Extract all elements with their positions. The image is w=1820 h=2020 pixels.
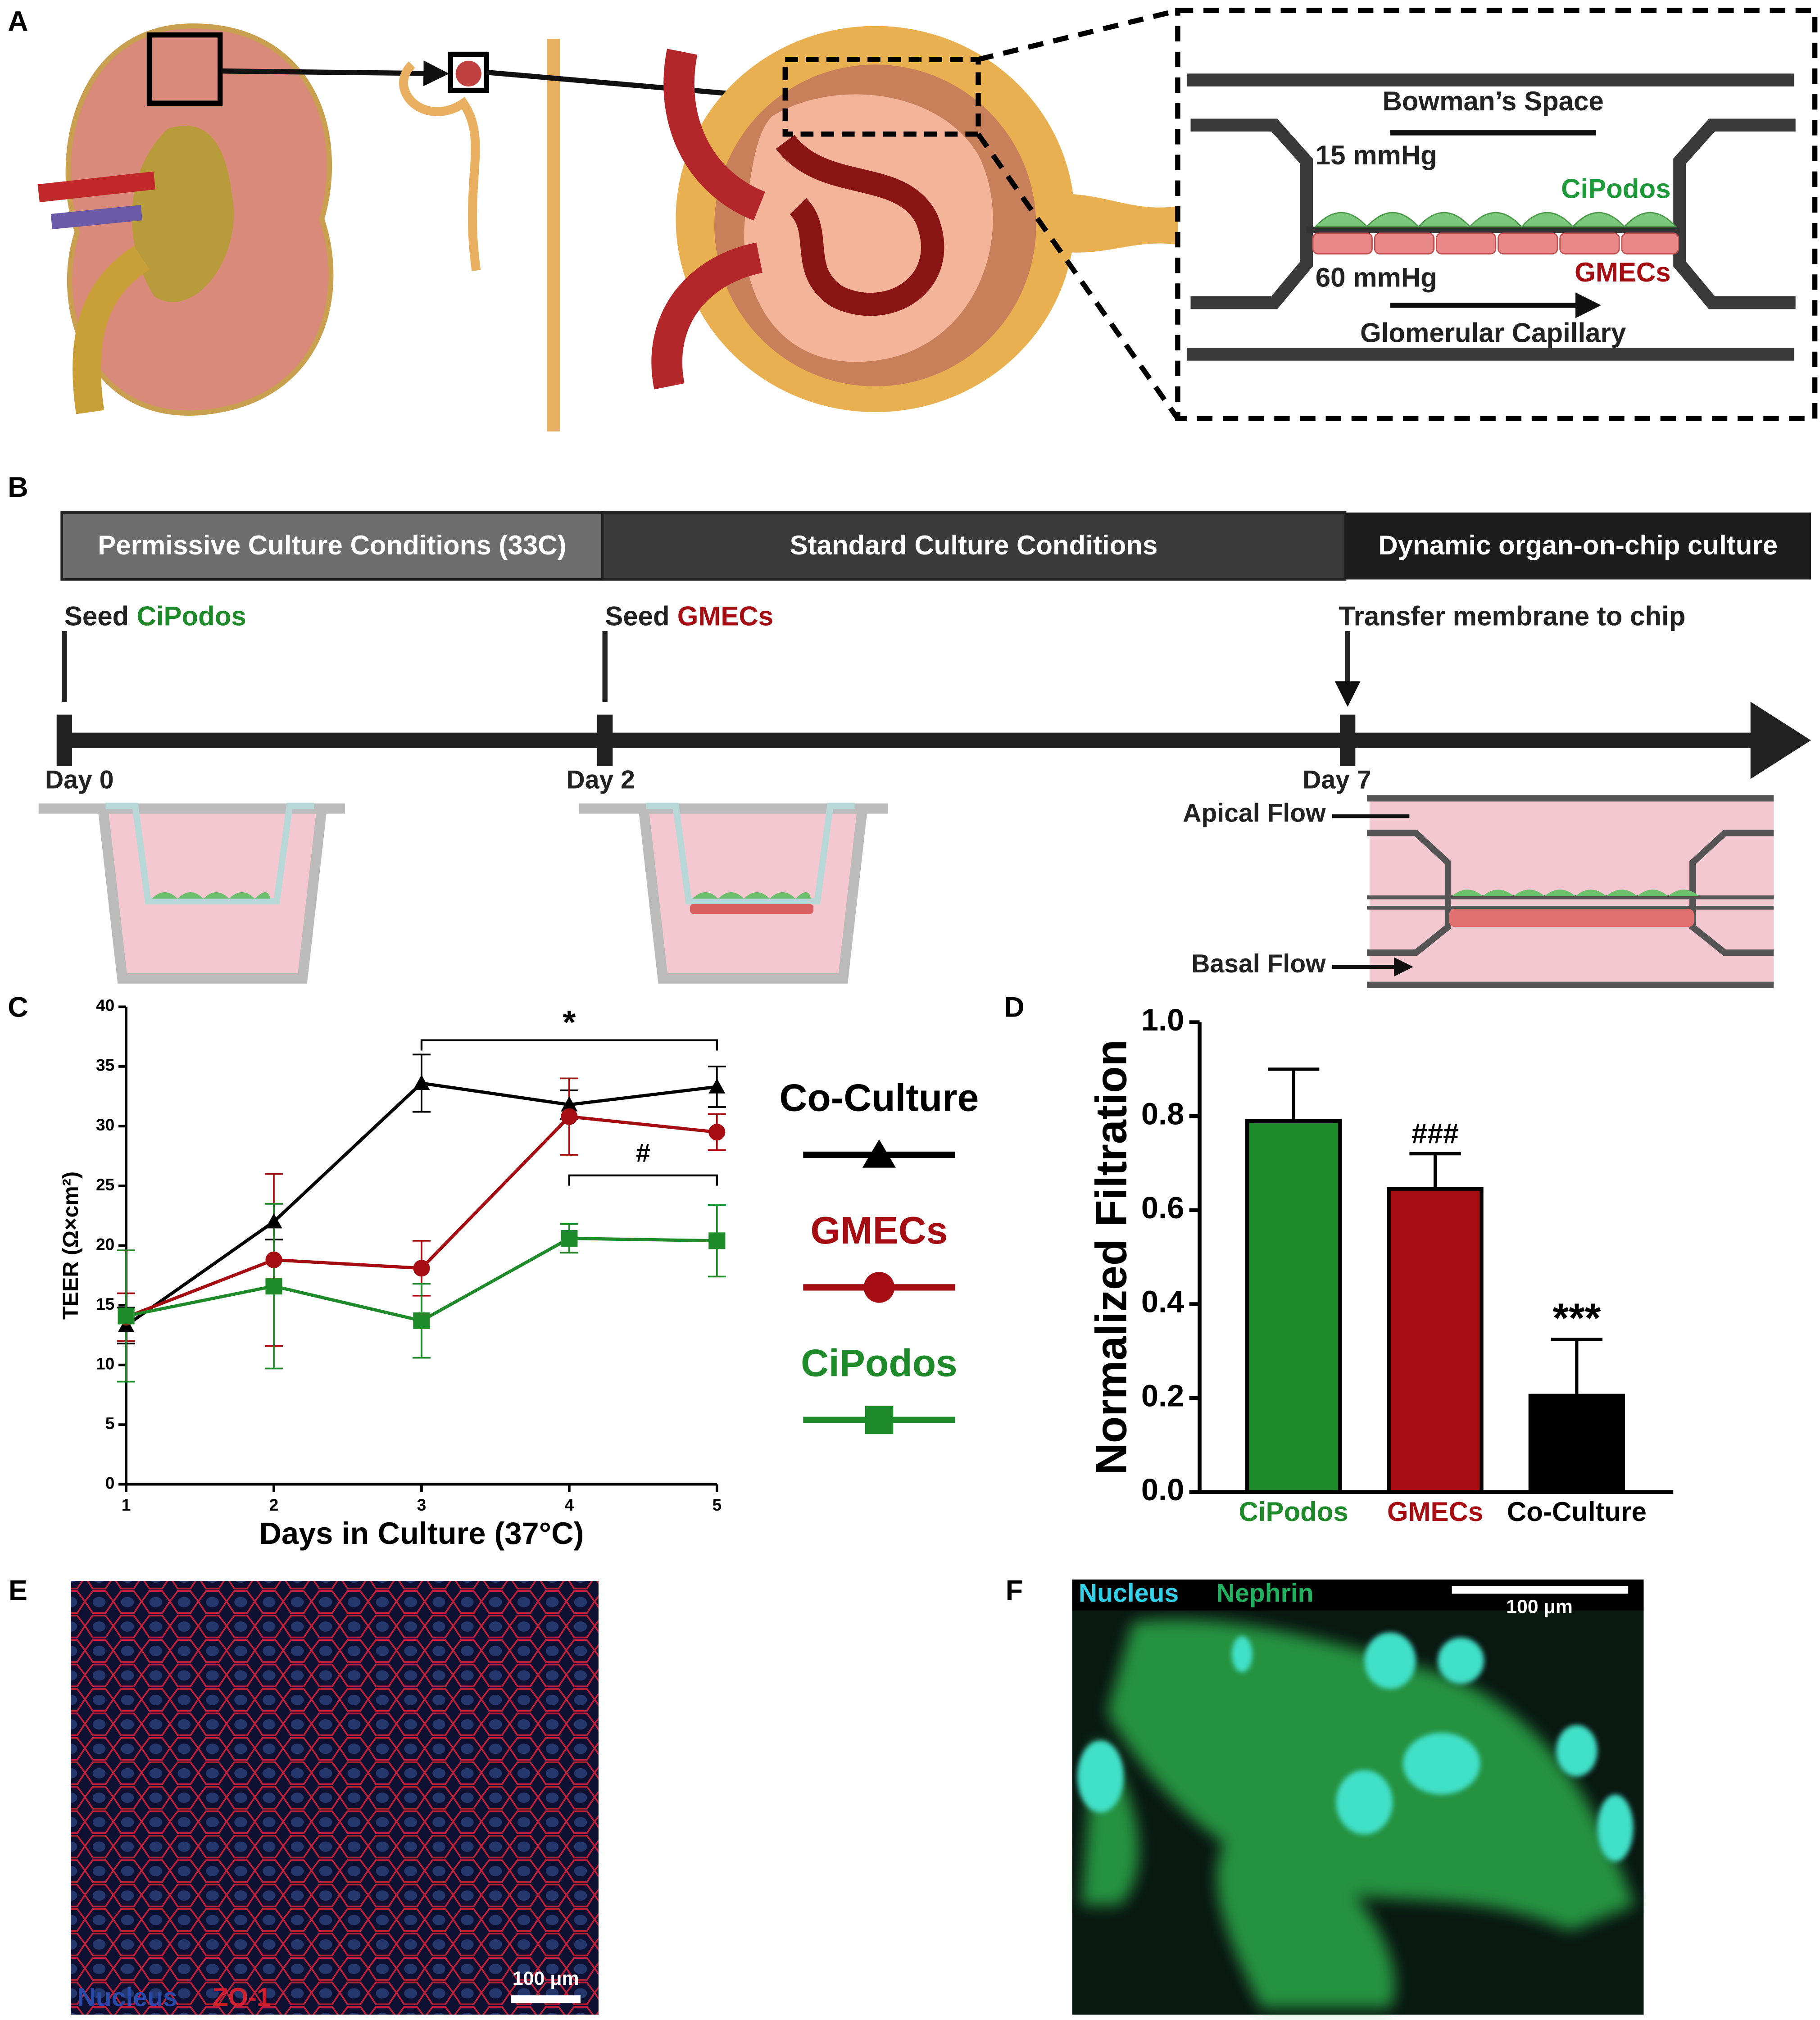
x-tick-label: CiPodos xyxy=(1239,1497,1348,1527)
x-tick-label: 2 xyxy=(269,1495,279,1514)
significance-bracket xyxy=(568,1174,718,1186)
event-cell: CiPodos xyxy=(136,601,246,631)
flow-label: Apical Flow xyxy=(1183,799,1326,828)
x-tick-label: 1 xyxy=(122,1495,131,1514)
phase-label: Permissive Culture Conditions (33C) xyxy=(98,530,566,560)
annotation: # xyxy=(636,1139,650,1167)
event-prefix: Seed xyxy=(605,601,669,631)
y-axis-label: TEER (Ω×cm²) xyxy=(59,1171,83,1320)
y-tick-label: 25 xyxy=(96,1175,114,1194)
error-bar xyxy=(1409,1152,1461,1189)
scale-bar xyxy=(1452,1586,1629,1594)
stain-label: Nucleus xyxy=(1079,1579,1179,1607)
scale-label: 100 μm xyxy=(513,1968,579,1989)
annotation: ### xyxy=(1412,1118,1459,1149)
bar xyxy=(1245,1119,1342,1494)
stain-label: Nephrin xyxy=(1216,1579,1314,1607)
bar xyxy=(1528,1394,1625,1494)
annotation: *** xyxy=(1552,1295,1601,1341)
event-prefix: Seed xyxy=(64,601,129,631)
scale-bar xyxy=(511,1995,581,2003)
y-tick-label: 20 xyxy=(96,1235,114,1253)
y-tick-label: 35 xyxy=(96,1056,114,1075)
y-tick-label: 0.4 xyxy=(1141,1285,1184,1319)
day-label: Day 7 xyxy=(1303,765,1371,794)
day-label: Day 2 xyxy=(566,765,635,794)
annotation: * xyxy=(563,1003,576,1041)
flow-label: Basal Flow xyxy=(1191,949,1326,978)
point xyxy=(413,1260,430,1277)
phase-label: Standard Culture Conditions xyxy=(790,530,1158,560)
y-tick-label: 5 xyxy=(105,1414,115,1433)
day-label: Day 0 xyxy=(45,765,113,794)
micrograph-nephrin xyxy=(1072,1580,1644,2015)
event-prefix: Transfer membrane to chip xyxy=(1339,601,1685,631)
point xyxy=(413,1312,430,1330)
stain-label: ZO-1 xyxy=(213,1983,271,2012)
label-strip xyxy=(1072,1580,1644,1611)
x-tick-label: 4 xyxy=(565,1495,574,1514)
x-tick-label: GMECs xyxy=(1387,1497,1483,1527)
point xyxy=(708,1124,726,1141)
error-bar xyxy=(1551,1338,1603,1396)
panel-label: F xyxy=(1006,1575,1023,1606)
panel-label: C xyxy=(8,992,28,1023)
error-bar xyxy=(1267,1067,1320,1121)
y-tick-label: 30 xyxy=(96,1115,114,1134)
panel-label: A xyxy=(8,6,28,37)
label: CiPodos xyxy=(1561,173,1670,204)
panel-label: B xyxy=(8,472,28,503)
point xyxy=(265,1251,282,1268)
label: GMECs xyxy=(1575,257,1670,287)
point xyxy=(118,1307,135,1325)
point xyxy=(265,1278,282,1295)
point xyxy=(413,1075,430,1090)
label: 60 mmHg xyxy=(1316,263,1437,293)
timeline-graphics xyxy=(38,511,1811,988)
point xyxy=(708,1232,726,1249)
phase-label: Dynamic organ-on-chip culture xyxy=(1378,530,1778,560)
y-tick-label: 1.0 xyxy=(1141,1003,1184,1037)
y-tick-label: 15 xyxy=(96,1294,114,1313)
kidney-illustration xyxy=(37,8,1818,431)
event-label: Seed CiPodos xyxy=(64,601,246,631)
event-cell: GMECs xyxy=(677,601,773,631)
y-tick-label: 0.2 xyxy=(1141,1378,1184,1413)
y-tick-label: 0.6 xyxy=(1141,1190,1184,1225)
label: Bowman’s Space xyxy=(1382,86,1603,116)
label: Glomerular Capillary xyxy=(1360,318,1626,348)
y-tick-label: 40 xyxy=(96,996,114,1015)
point xyxy=(561,1096,578,1112)
bar xyxy=(1387,1187,1484,1494)
label: 15 mmHg xyxy=(1316,140,1437,170)
point xyxy=(708,1078,726,1094)
micrograph-zo1 xyxy=(71,1580,599,2015)
y-tick-label: 0.0 xyxy=(1141,1472,1184,1507)
panel-label: D xyxy=(1004,992,1024,1023)
x-tick-label: 3 xyxy=(417,1495,427,1514)
panel-label: E xyxy=(9,1575,27,1606)
legend-marker xyxy=(862,1139,896,1168)
legend-marker xyxy=(863,1272,895,1303)
y-tick-label: 0.8 xyxy=(1141,1096,1184,1131)
x-tick-label: Co-Culture xyxy=(1507,1497,1647,1527)
y-tick-label: 10 xyxy=(96,1354,114,1373)
stain-label: Nucleus xyxy=(77,1983,177,2012)
point xyxy=(561,1230,578,1247)
point xyxy=(265,1213,282,1229)
legend-label: CiPodos xyxy=(801,1341,958,1384)
legend-label: Co-Culture xyxy=(779,1076,979,1120)
legend-marker xyxy=(865,1406,894,1434)
legend-label: GMECs xyxy=(810,1209,948,1252)
point xyxy=(561,1108,578,1125)
x-tick-label: 5 xyxy=(712,1495,722,1514)
scale-label: 100 μm xyxy=(1506,1596,1573,1617)
event-label: Seed GMECs xyxy=(605,601,773,631)
event-label: Transfer membrane to chip xyxy=(1339,601,1685,631)
x-axis-label: Days in Culture (37°C) xyxy=(259,1516,584,1551)
y-tick-label: 0 xyxy=(105,1473,115,1492)
y-axis-label: Normalized Filtration xyxy=(1087,1040,1136,1475)
significance-bracket xyxy=(420,1039,718,1051)
